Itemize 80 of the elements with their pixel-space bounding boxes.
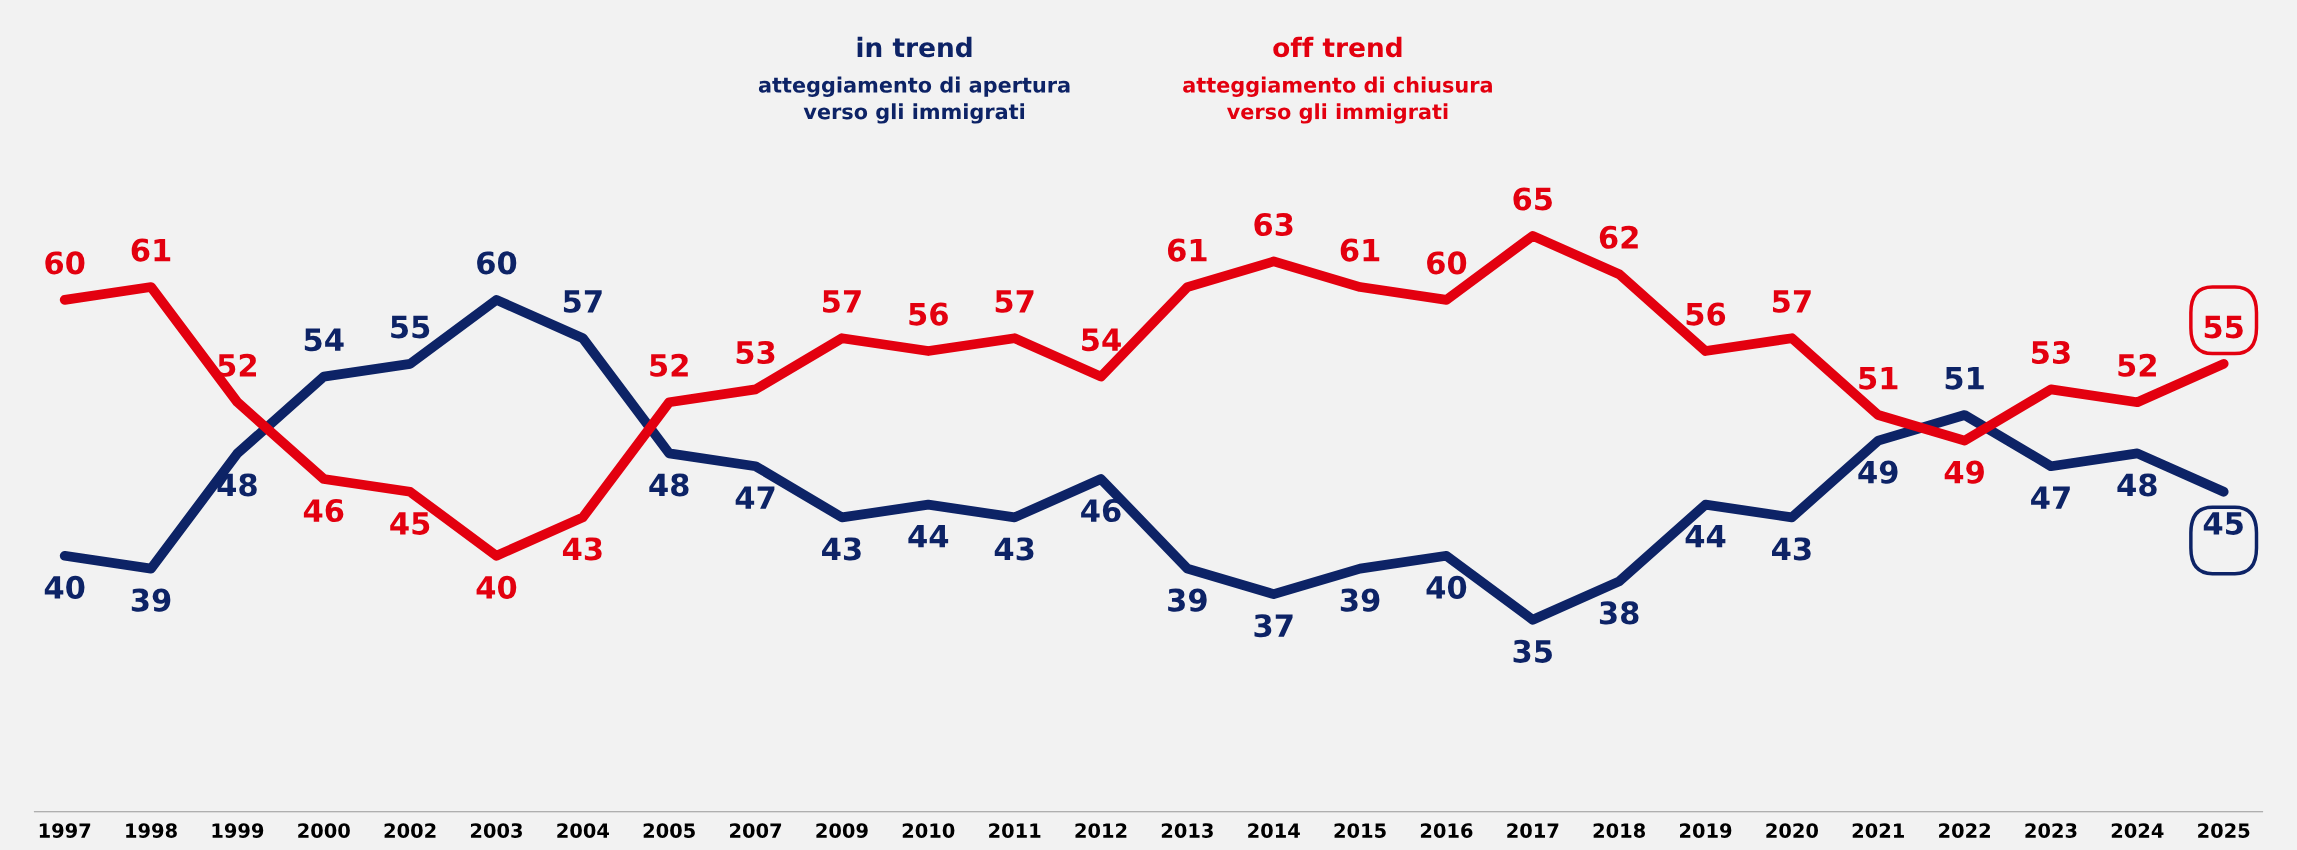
x-tick-label: 2004 xyxy=(557,823,610,838)
data-label: 60 xyxy=(1427,251,1467,275)
data-label: 55 xyxy=(2204,315,2243,339)
data-label: 45 xyxy=(2203,512,2243,535)
data-label: 48 xyxy=(2117,473,2157,497)
data-label: 46 xyxy=(1081,499,1121,523)
x-tick-label: 2019 xyxy=(1680,823,1732,838)
x-tick-label: 2005 xyxy=(643,823,695,838)
x-tick-label: 2018 xyxy=(1593,823,1646,838)
data-label: 57 xyxy=(995,290,1034,313)
text: in trend atteggiamento di apertura verso gli immigrati xyxy=(758,36,1070,124)
data-label: 43 xyxy=(822,537,861,561)
x-tick-label: 2011 xyxy=(989,823,1041,838)
data-label: 48 xyxy=(217,473,257,497)
data-label: 52 xyxy=(650,353,688,377)
x-tick-label: 2007 xyxy=(730,823,782,838)
data-label: 57 xyxy=(823,290,861,313)
data-label: 61 xyxy=(131,238,171,262)
x-tick-label: 1998 xyxy=(126,823,177,838)
x-tick-label: 2015 xyxy=(1334,823,1386,838)
data-label: 44 xyxy=(1685,524,1726,548)
x-tick-label: 2022 xyxy=(1939,823,1990,838)
data-label: 40 xyxy=(44,575,85,599)
x-tick-label: 1997 xyxy=(39,823,91,838)
data-label: 57 xyxy=(1772,290,1811,313)
x-tick-label: 2009 xyxy=(816,823,868,838)
data-label: 46 xyxy=(303,499,344,523)
data-label: 40 xyxy=(1426,575,1467,599)
x-tick-label: 2013 xyxy=(1161,823,1213,838)
data-label: 43 xyxy=(994,537,1034,561)
data-label: 52 xyxy=(2118,353,2156,377)
x-tick-label: 2020 xyxy=(1766,823,1819,838)
x-tick-label: 2010 xyxy=(902,823,955,838)
data-label: 47 xyxy=(2031,486,2070,509)
data-label: 57 xyxy=(563,290,602,313)
data-label: 39 xyxy=(131,588,171,612)
data-label: 63 xyxy=(1254,212,1293,237)
data-label: 39 xyxy=(1168,588,1207,612)
data-label: 38 xyxy=(1599,601,1639,625)
x-tick-label: 2002 xyxy=(384,823,436,838)
data-label: 60 xyxy=(45,251,85,275)
data-label: 56 xyxy=(1686,302,1726,326)
data-label: 61 xyxy=(1340,238,1380,262)
data-label: 43 xyxy=(1772,537,1811,561)
x-tick-label: 2024 xyxy=(2111,823,2164,838)
text: off trend atteggiamento di chiusura verso gli immigrati xyxy=(1183,36,1492,124)
data-label: 49 xyxy=(1944,460,1984,484)
x-tick-label: 1999 xyxy=(212,823,264,838)
data-label: 35 xyxy=(1513,639,1552,663)
x-tick-label: 2017 xyxy=(1507,823,1559,838)
x-tick-label: 2025 xyxy=(2198,823,2250,838)
data-label: 55 xyxy=(391,315,430,339)
data-label: 54 xyxy=(1082,328,1121,352)
data-label: 56 xyxy=(909,302,948,326)
data-label: 51 xyxy=(1945,366,1984,390)
data-label: 54 xyxy=(304,328,344,352)
data-label: 48 xyxy=(649,473,689,497)
x-tick-label: 2012 xyxy=(1075,823,1127,838)
data-label: 52 xyxy=(218,353,257,377)
data-label: 47 xyxy=(735,486,775,509)
data-label: 37 xyxy=(1254,614,1293,638)
x-tick-label: 2014 xyxy=(1248,823,1300,838)
x-tick-label: 2003 xyxy=(470,823,522,838)
x-tick-label: 2021 xyxy=(1852,823,1904,838)
data-label: 53 xyxy=(2032,340,2070,365)
data-label: 49 xyxy=(1858,460,1898,484)
data-label: 40 xyxy=(476,575,517,599)
data-label: 51 xyxy=(1859,366,1898,390)
data-label: 39 xyxy=(1340,588,1380,612)
data-label: 60 xyxy=(477,251,517,275)
data-label: 44 xyxy=(908,524,949,548)
data-label: 65 xyxy=(1513,187,1552,211)
x-tick-label: 2000 xyxy=(298,823,350,838)
data-label: 62 xyxy=(1599,225,1638,249)
x-tick-label: 2016 xyxy=(1420,823,1473,838)
x-tick-label: 2023 xyxy=(2025,823,2077,838)
data-label: 43 xyxy=(562,537,602,561)
data-label: 45 xyxy=(390,512,430,535)
data-label: 53 xyxy=(736,340,775,365)
data-label: 61 xyxy=(1168,238,1207,262)
